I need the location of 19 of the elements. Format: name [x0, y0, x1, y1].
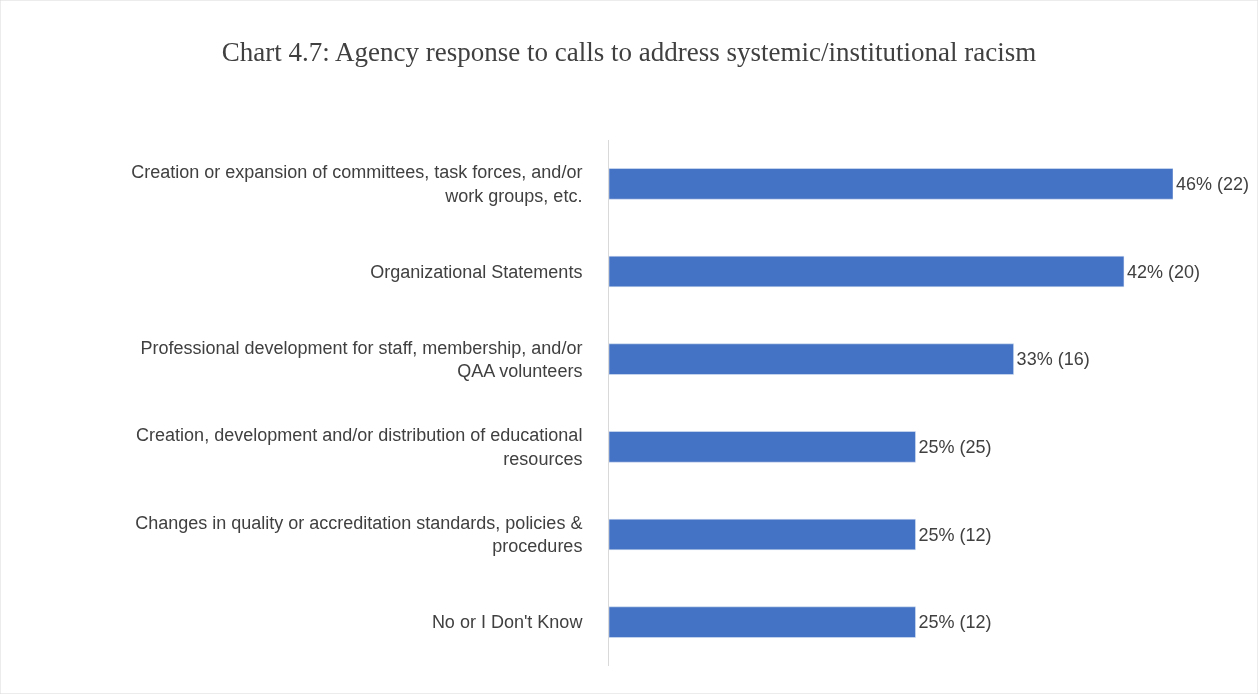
y-tick-label: Creation, development and/or distribution of educational resources	[136, 425, 583, 469]
bar	[609, 518, 916, 551]
y-tick-label: No or I Don't Know	[431, 612, 584, 633]
y-tick-label: Changes in quality or accreditation standards, policies & procedures	[135, 513, 583, 557]
y-tick-label: Professional development for staff, membership, and/or QAA volunteers	[140, 337, 583, 382]
data-label: 25% (12)	[918, 524, 992, 545]
bar	[609, 168, 1173, 200]
data-label: 46% (22)	[1176, 173, 1250, 194]
data-label: 25% (25)	[918, 436, 992, 457]
data-label: 42% (20)	[1126, 261, 1201, 282]
bar	[609, 255, 1125, 288]
chart-title: Chart 4.7: Agency response to calls to address systemic/institutional racism	[221, 36, 1037, 67]
y-tick-label: Organizational Statements	[370, 261, 583, 282]
data-label: 25% (12)	[918, 612, 992, 633]
bar	[609, 606, 916, 638]
data-label: 33% (16)	[1016, 349, 1090, 370]
bar	[609, 343, 1014, 375]
y-tick-label: Creation or expansion of committees, task forces, and/or work groups, etc.	[131, 162, 583, 206]
bar	[609, 431, 916, 463]
